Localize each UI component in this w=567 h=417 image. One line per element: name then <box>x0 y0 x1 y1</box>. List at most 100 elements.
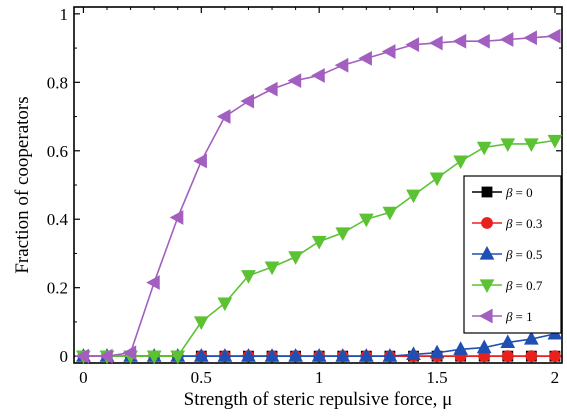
legend-value: = 0.3 <box>515 216 542 231</box>
data-point <box>406 189 421 204</box>
data-point <box>311 68 325 83</box>
legend-symbol: β <box>505 247 513 262</box>
x-tick-label: 2 <box>551 368 560 387</box>
data-point <box>335 227 351 241</box>
data-point <box>453 341 468 355</box>
data-point <box>311 348 327 362</box>
data-point <box>122 345 137 361</box>
data-point <box>381 44 396 59</box>
data-point <box>382 206 398 221</box>
data-point <box>288 251 303 265</box>
y-tick-label: 0.4 <box>47 210 69 229</box>
data-point <box>264 348 280 362</box>
data-point <box>523 330 539 345</box>
legend-item: β = 0.3 <box>472 216 542 231</box>
x-tick-label: 1.5 <box>426 368 447 387</box>
legend-symbol: β <box>505 278 513 293</box>
legend-symbol: β <box>505 216 513 231</box>
x-axis-title: Strength of steric repulsive force, μ <box>184 389 453 410</box>
legend-marker <box>478 308 493 324</box>
data-point <box>476 339 492 354</box>
y-tick-label: 0.6 <box>47 142 68 161</box>
legend-item: β = 0 <box>472 185 533 200</box>
data-point <box>546 28 561 44</box>
y-tick-label: 0.8 <box>47 73 68 92</box>
legend: β = 0β = 0.3β = 0.5β = 0.7β = 1 <box>463 175 562 334</box>
data-point <box>311 235 327 250</box>
data-point <box>98 348 113 364</box>
data-point <box>193 348 209 362</box>
data-point <box>476 33 490 49</box>
legend-symbol: β <box>505 185 513 200</box>
data-point <box>501 350 514 363</box>
data-point <box>193 316 209 330</box>
data-point <box>429 35 443 51</box>
data-point <box>240 93 255 109</box>
data-point <box>146 275 160 290</box>
data-point <box>241 270 256 284</box>
legend-label: β = 0.3 <box>505 216 542 231</box>
data-point <box>287 73 302 88</box>
data-point <box>549 350 561 363</box>
data-point <box>335 348 351 362</box>
tick-labels: 0 0.5 1 1.5 2 0 0.2 0.4 0.6 0.8 1 <box>47 5 559 387</box>
legend-marker <box>479 245 495 260</box>
data-point <box>499 32 514 47</box>
data-point <box>476 141 492 156</box>
data-point <box>523 138 539 152</box>
y-tick-label: 0 <box>60 347 69 366</box>
data-point <box>217 348 233 362</box>
series-4 <box>75 28 561 364</box>
legend-item: β = 1 <box>472 308 533 324</box>
legend-value: = 0 <box>515 185 532 200</box>
data-point <box>216 109 231 124</box>
data-point <box>146 350 162 365</box>
data-point <box>358 213 374 228</box>
legend-symbol: β <box>505 309 513 324</box>
data-point <box>241 348 256 362</box>
y-tick-label: 1 <box>60 5 69 24</box>
series-layer <box>75 28 563 365</box>
y-tick-label: 0.2 <box>47 279 68 298</box>
data-point <box>405 37 420 53</box>
legend-value: = 1 <box>515 309 532 324</box>
y-axis-title: Fraction of cooperators <box>12 96 33 273</box>
data-point <box>500 334 516 349</box>
plot-area <box>73 6 563 365</box>
data-point <box>523 30 537 46</box>
data-point <box>500 138 516 152</box>
x-tick-label: 0.5 <box>191 368 212 387</box>
x-tick-label: 0 <box>79 368 88 387</box>
data-point <box>358 50 372 66</box>
data-point <box>358 348 374 362</box>
data-point <box>170 350 186 365</box>
legend-item: β = 0.7 <box>472 278 543 294</box>
legend-label: β = 1 <box>505 309 533 324</box>
data-point <box>264 261 280 276</box>
legend-marker <box>481 186 493 198</box>
legend-label: β = 0 <box>505 185 533 200</box>
legend-value: = 0.5 <box>515 247 542 262</box>
legend-value: = 0.7 <box>515 278 542 293</box>
data-point <box>334 57 349 73</box>
data-point <box>169 210 184 225</box>
data-point <box>288 348 303 362</box>
data-point <box>429 172 445 187</box>
legend-label: β = 0.7 <box>505 278 543 293</box>
data-point <box>429 344 445 359</box>
legend-item: β = 0.5 <box>472 245 542 262</box>
data-point <box>453 155 468 170</box>
data-point <box>263 81 278 97</box>
data-point <box>382 348 398 362</box>
data-point <box>217 297 233 312</box>
data-point <box>406 346 421 361</box>
data-point <box>75 348 90 364</box>
legend-label: β = 0.5 <box>505 247 542 262</box>
data-point <box>525 350 538 363</box>
data-point <box>547 134 563 149</box>
legend-marker <box>481 217 493 229</box>
data-point <box>193 153 207 169</box>
x-tick-label: 1 <box>315 368 324 387</box>
data-point <box>452 33 467 49</box>
